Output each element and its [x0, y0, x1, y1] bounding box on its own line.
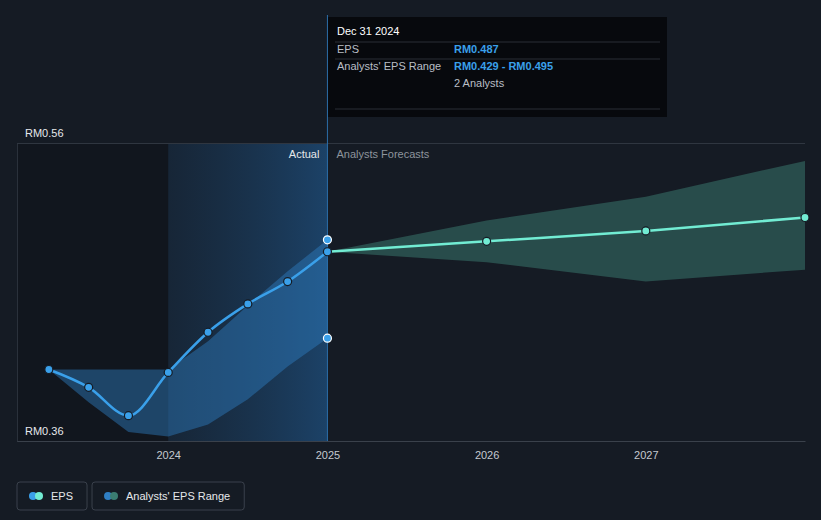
legend-label: Analysts' EPS Range — [126, 490, 230, 502]
eps-marker — [45, 365, 53, 373]
x-tick-label: 2024 — [156, 449, 180, 461]
tooltip: Dec 31 2024 EPS RM0.487 Analysts' EPS Range… — [328, 17, 667, 117]
y-axis-line — [17, 144, 18, 442]
legend-label: EPS — [51, 490, 73, 502]
section-forecast: Analysts Forecasts — [336, 148, 429, 160]
chart: RM0.36 RM0.56 2024 2025 2026 2027 Actual Analys… — [0, 0, 821, 520]
legend-swatch — [35, 492, 43, 500]
tooltip-separator — [335, 109, 660, 110]
eps-marker — [164, 368, 172, 376]
eps-marker — [204, 328, 212, 336]
forecast-marker — [483, 237, 491, 245]
range-actual — [49, 240, 328, 437]
x-axis: 2024 2025 2026 2027 — [18, 441, 806, 461]
eps-marker — [124, 412, 132, 420]
tooltip-value: RM0.429 - RM0.495 — [454, 60, 553, 72]
eps-line — [49, 252, 328, 416]
x-tick-label: 2026 — [475, 449, 499, 461]
legend-item: EPS — [17, 482, 87, 510]
y-tick: RM0.56 — [17, 127, 805, 143]
x-tick: 2026 — [475, 441, 499, 461]
tooltip-note: 2 Analysts — [454, 77, 505, 89]
x-tick: 2024 — [156, 441, 180, 461]
forecast-marker — [801, 214, 809, 222]
y-tick-label: RM0.36 — [25, 425, 64, 437]
legend: EPS Analysts' EPS Range — [17, 482, 244, 510]
legend-box — [92, 482, 244, 510]
x-tick-label: 2025 — [316, 449, 340, 461]
forecast-line — [327, 218, 805, 252]
divider — [327, 15, 328, 441]
x-axis-line — [18, 441, 806, 442]
section-actual: Actual — [289, 148, 320, 160]
plot-area — [45, 161, 809, 437]
eps-marker — [323, 248, 331, 256]
legend-item: Analysts' EPS Range — [92, 482, 244, 510]
range-end-marker — [323, 236, 331, 244]
x-tick: 2027 — [634, 441, 658, 461]
range-end-marker — [323, 334, 331, 342]
tooltip-label: EPS — [337, 43, 359, 55]
tooltip-title: Dec 31 2024 — [337, 25, 399, 37]
x-tick: 2025 — [316, 441, 340, 461]
eps-marker — [284, 278, 292, 286]
x-tick-label: 2027 — [634, 449, 658, 461]
grid-line — [17, 441, 805, 442]
legend-swatch — [110, 492, 118, 500]
grid-line — [17, 143, 805, 144]
forecast-marker — [642, 227, 650, 235]
tooltip-box — [328, 17, 667, 117]
legend-box — [17, 482, 87, 510]
eps-marker — [244, 300, 252, 308]
range-forecast — [327, 161, 805, 282]
tooltip-value: RM0.487 — [454, 43, 499, 55]
y-tick-label: RM0.56 — [25, 127, 64, 139]
eps-marker — [85, 383, 93, 391]
y-axis: RM0.36 RM0.56 — [17, 127, 805, 441]
tooltip-label: Analysts' EPS Range — [337, 60, 441, 72]
